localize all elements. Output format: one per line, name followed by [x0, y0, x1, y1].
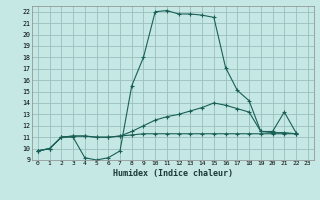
X-axis label: Humidex (Indice chaleur): Humidex (Indice chaleur): [113, 169, 233, 178]
